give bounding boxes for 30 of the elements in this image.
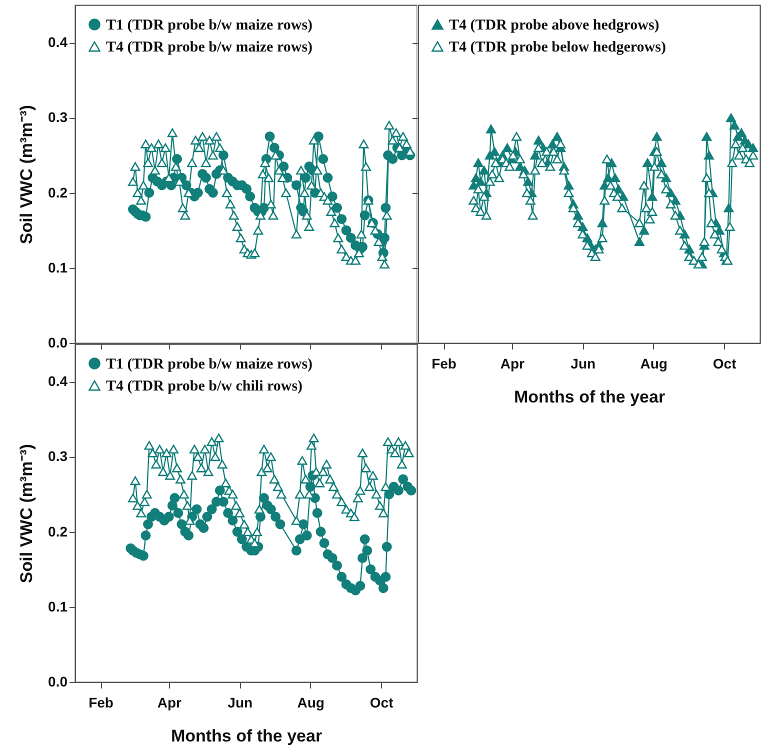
y-tick-label: 0.3 [48, 448, 68, 464]
x-tick-label: Apr [500, 356, 526, 372]
x-tick-label: Oct [370, 694, 394, 710]
x-tick-label: Oct [712, 356, 737, 372]
y-tick-label: 0.2 [48, 523, 68, 540]
x-tick-label: Feb [88, 694, 114, 710]
y-axis-title: Soil VWC (m³m⁻³) [17, 444, 36, 584]
x-axis-title: Months of the year [170, 726, 322, 746]
y-tick-label: 0.0 [48, 674, 68, 690]
x-tick-label: Jun [570, 356, 596, 372]
legend-label: T4 (TDR probe b/w maize rows) [106, 40, 313, 56]
x-tick-label: Apr [157, 694, 182, 710]
legend-label: T1 (TDR probe b/w maize rows) [106, 18, 313, 34]
x-axis-title: Months of the year [514, 388, 666, 406]
x-tick-label: Feb [432, 356, 456, 372]
y-tick-label: 0.0 [48, 334, 68, 350]
legend-label: T4 (TDR probe b/w chili rows) [106, 378, 303, 394]
y-tick-label: 0.1 [48, 259, 68, 276]
legend-label: T4 (TDR probe above hedgrows) [449, 18, 660, 34]
y-tick-label: 0.2 [48, 184, 68, 200]
x-tick-label: Aug [640, 356, 668, 372]
x-tick-label: Jun [228, 694, 253, 710]
y-tick-label: 0.4 [48, 34, 68, 50]
y-axis-title: Soil VWC (m³m⁻³) [17, 104, 36, 244]
x-tick-label: Aug [297, 694, 324, 710]
y-tick-label: 0.4 [48, 373, 68, 390]
y-tick-label: 0.3 [48, 109, 68, 126]
legend-label: T4 (TDR probe below hedgerows) [449, 40, 666, 56]
y-tick-label: 0.1 [48, 598, 68, 614]
legend-label: T1 (TDR probe b/w maize rows) [106, 356, 313, 372]
